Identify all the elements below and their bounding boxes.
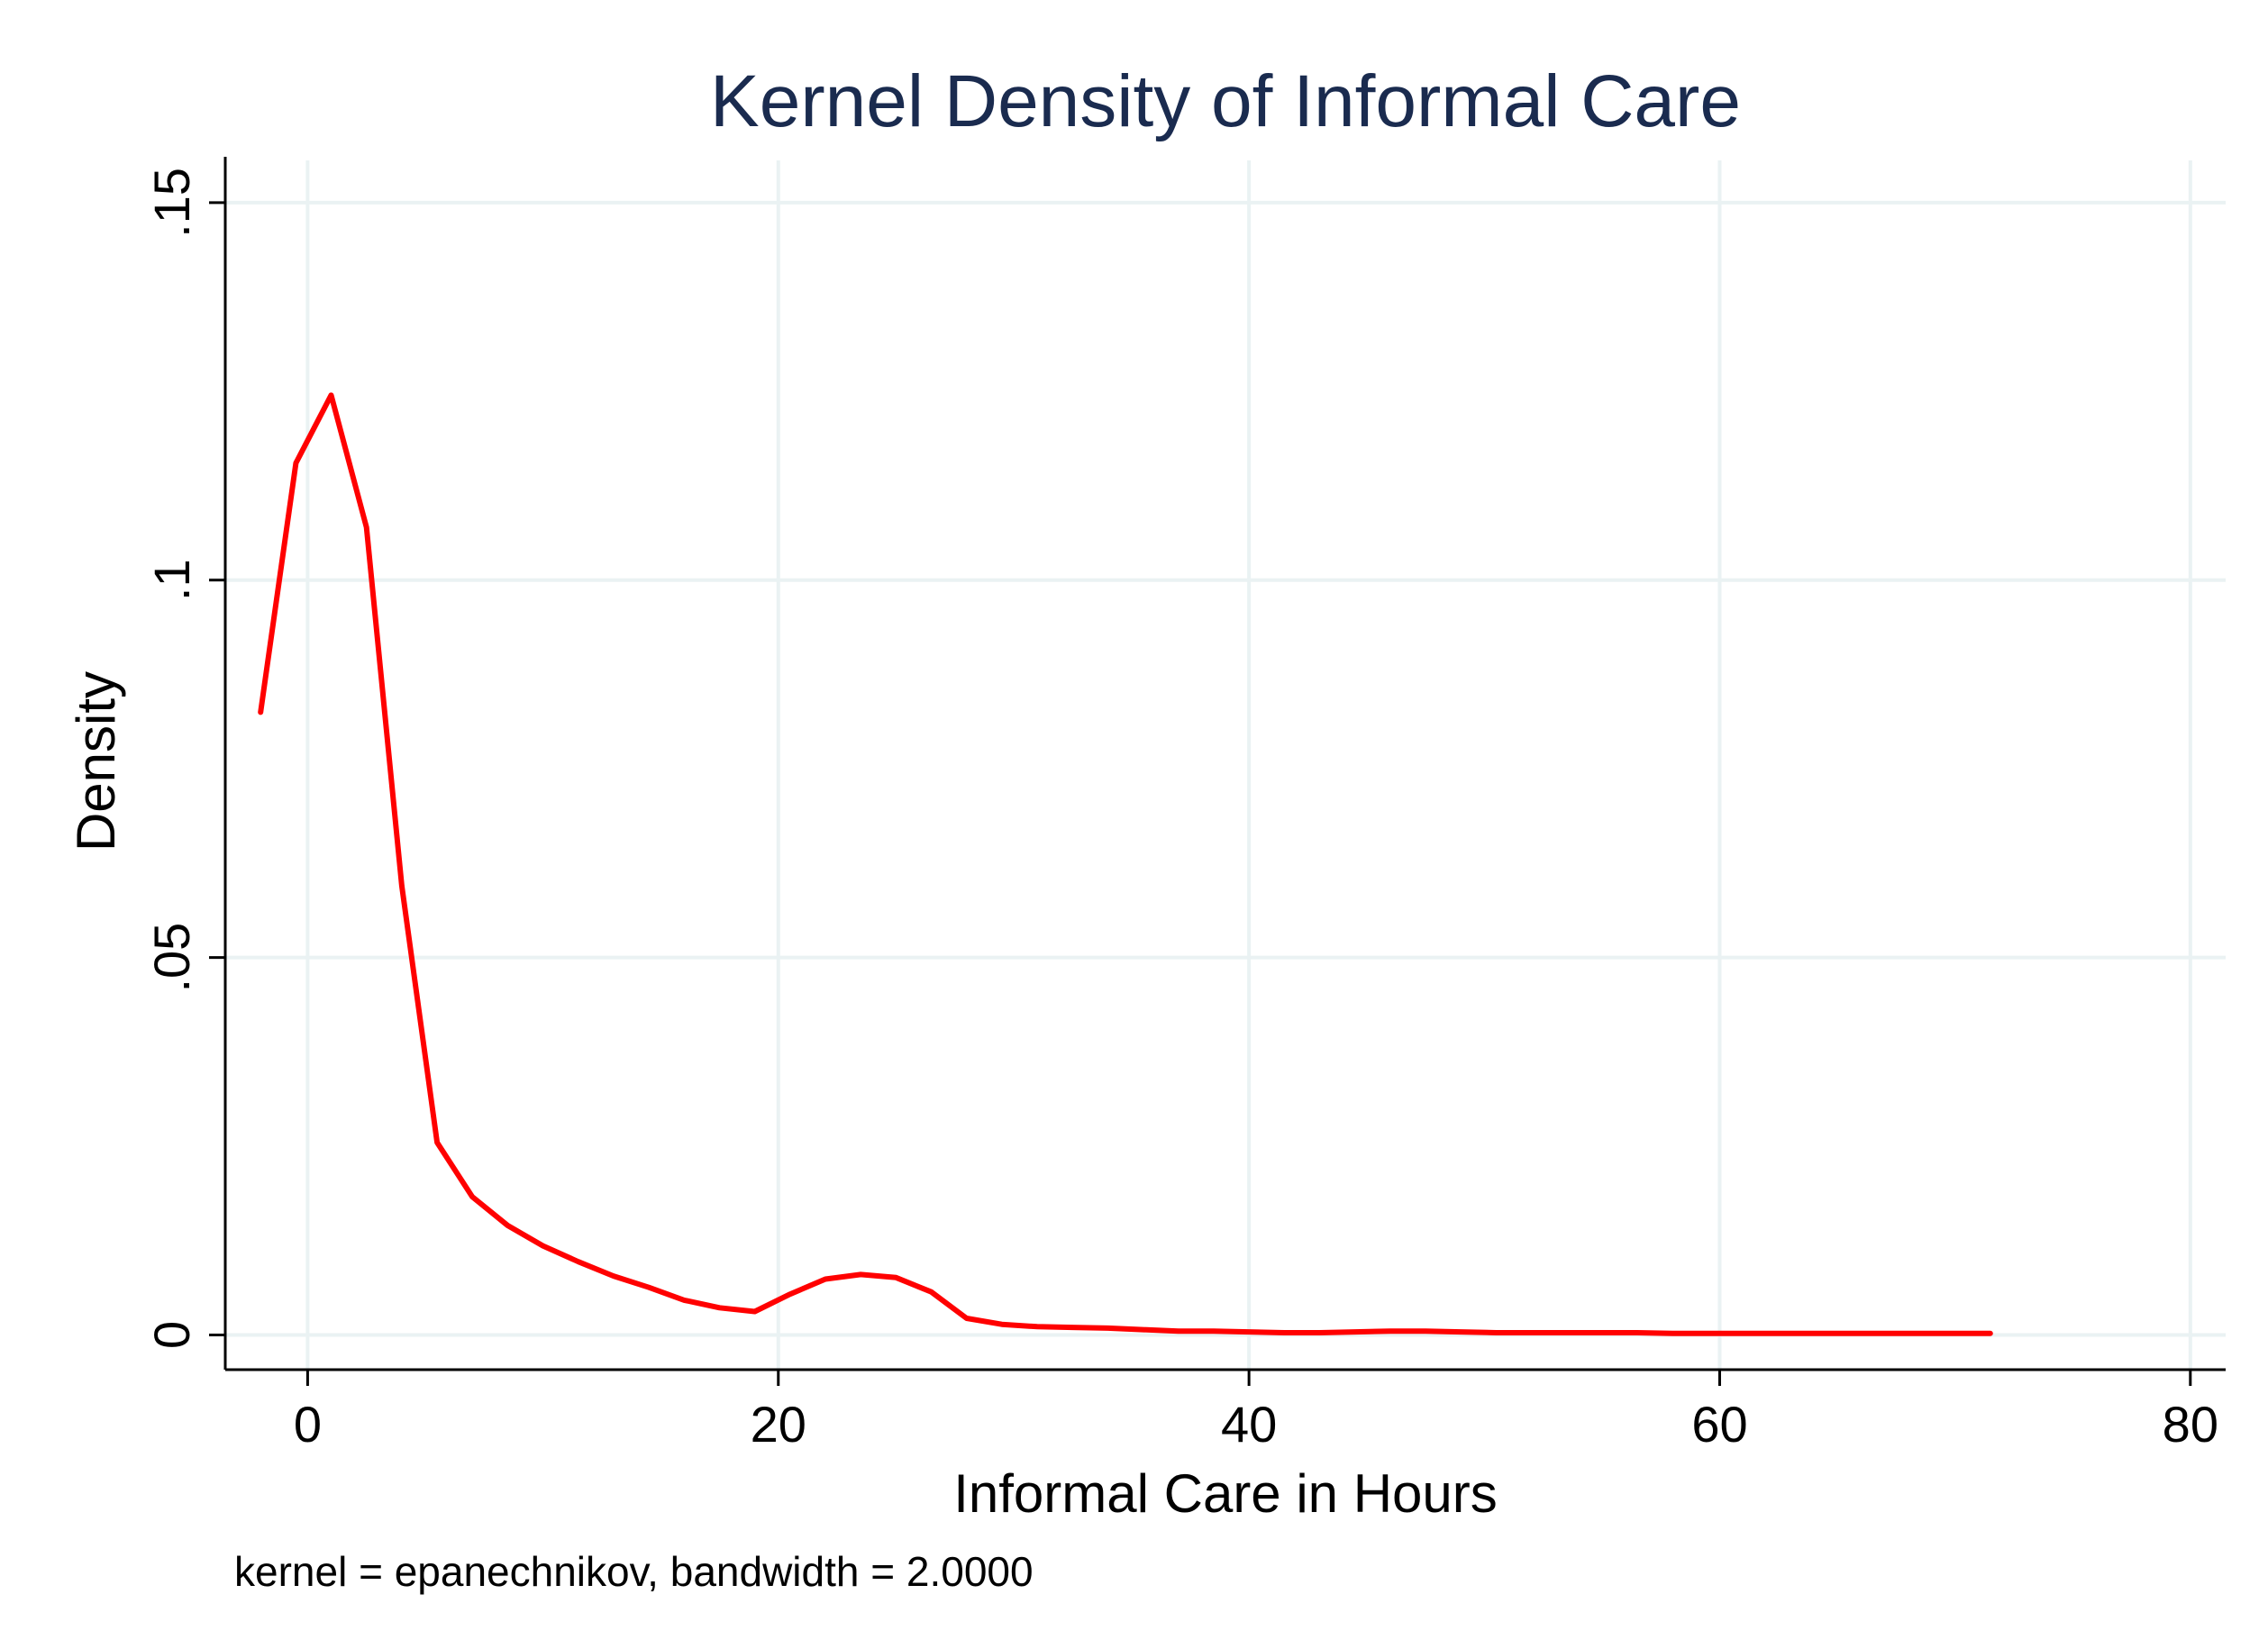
axes: [223, 157, 2226, 1371]
x-tick-label: 20: [751, 1396, 806, 1453]
y-tick-label: .05: [143, 923, 200, 993]
x-axis-label: Informal Care in Hours: [953, 1463, 1498, 1524]
y-tick-label: .15: [143, 168, 200, 238]
y-tick-label: 0: [143, 1321, 200, 1349]
density-line: [258, 392, 1993, 1336]
x-tick-label: 80: [2163, 1396, 2218, 1453]
y-tick-label: .1: [143, 559, 200, 601]
series-layer: [258, 392, 1993, 1336]
x-tick-label: 60: [1691, 1396, 1747, 1453]
ticks: 0 20 40 60 80 0 .05 .1 .15: [143, 168, 2218, 1453]
x-tick-label: 0: [294, 1396, 322, 1453]
x-tick-label: 40: [1221, 1396, 1277, 1453]
gridlines: [225, 160, 2226, 1370]
y-axis-label: Density: [66, 671, 126, 852]
chart-title: Kernel Density of Informal Care: [710, 60, 1741, 142]
kernel-note: kernel = epanechnikov, bandwidth = 2.000…: [234, 1548, 1034, 1595]
